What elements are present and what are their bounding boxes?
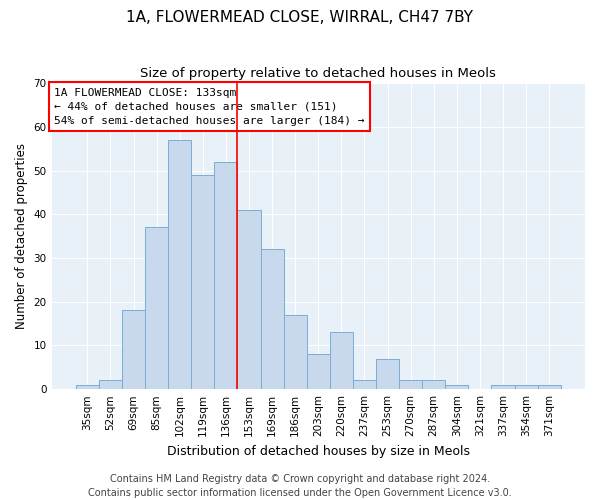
Bar (376, 358, 399, 389)
Bar (515, 385, 538, 389)
Bar (538, 385, 561, 389)
Bar (399, 380, 422, 389)
Y-axis label: Number of detached properties: Number of detached properties (15, 143, 28, 329)
Bar (353, 380, 376, 389)
X-axis label: Distribution of detached houses by size in Meols: Distribution of detached houses by size … (167, 444, 470, 458)
Bar (284, 315, 307, 389)
Bar (168, 140, 191, 389)
Text: Contains HM Land Registry data © Crown copyright and database right 2024.
Contai: Contains HM Land Registry data © Crown c… (88, 474, 512, 498)
Bar (191, 175, 214, 389)
Title: Size of property relative to detached houses in Meols: Size of property relative to detached ho… (140, 68, 496, 80)
Bar (99, 380, 122, 389)
Bar (214, 162, 238, 389)
Bar (145, 228, 168, 389)
Bar (330, 332, 353, 389)
Text: 1A, FLOWERMEAD CLOSE, WIRRAL, CH47 7BY: 1A, FLOWERMEAD CLOSE, WIRRAL, CH47 7BY (127, 10, 473, 25)
Bar (307, 354, 330, 389)
Bar (122, 310, 145, 389)
Bar (76, 385, 99, 389)
Bar (260, 249, 284, 389)
Bar (491, 385, 515, 389)
Bar (445, 385, 469, 389)
Text: 1A FLOWERMEAD CLOSE: 133sqm
← 44% of detached houses are smaller (151)
54% of se: 1A FLOWERMEAD CLOSE: 133sqm ← 44% of det… (54, 88, 365, 126)
Bar (238, 210, 260, 389)
Bar (422, 380, 445, 389)
